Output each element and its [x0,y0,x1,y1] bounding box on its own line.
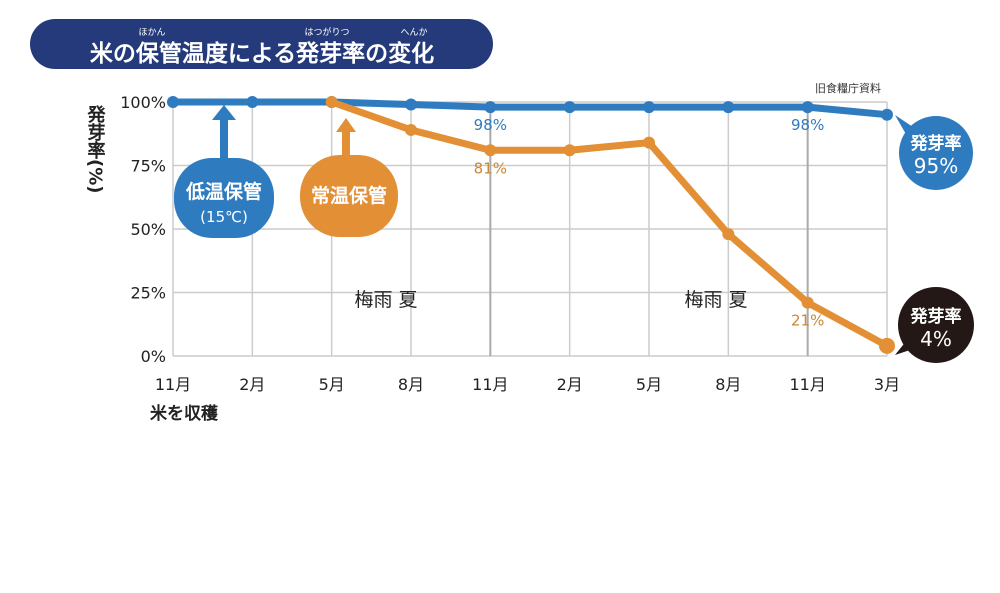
data-point [722,228,735,241]
arrow-stem [342,130,350,160]
end-bubble-title: 発芽率 [910,133,962,154]
x-tick-label: 3月 [874,375,900,394]
legend-room-temp [300,155,398,237]
legend-sub: (15℃) [200,208,248,226]
legend-low-temp [174,158,274,238]
x-tick-label: 2月 [239,375,265,394]
y-tick-label: 75% [130,157,166,176]
data-point [484,144,497,157]
end-bubble-value: 95% [914,154,958,178]
data-point [722,101,735,114]
data-point [879,337,895,354]
x-tick-label: 11月 [472,375,508,394]
arrow-up-icon [336,118,356,132]
legend-label: 低温保管 [185,180,262,203]
legend-label: 常温保管 [311,184,387,207]
end-bubble-title: 発芽率 [910,306,962,327]
title-ruby: ほかん [138,27,165,38]
source-note: 旧食糧庁資料 [815,81,881,95]
x-tick-label: 8月 [715,375,741,394]
y-tick-label: 50% [130,220,166,239]
y-tick-label: 0% [141,347,166,366]
title-ruby: はつがりつ [304,26,349,38]
data-point [563,101,576,114]
arrow-up-icon [212,105,236,120]
x-tick-label: 2月 [557,375,583,394]
end-bubble-value: 4% [920,327,952,351]
series-line-1 [330,98,889,349]
y-tick-label: 25% [130,284,166,303]
data-point [801,101,814,114]
title-ruby: へんか [400,27,427,38]
data-label: 98% [791,116,824,134]
data-point [405,98,417,111]
data-point [484,101,497,114]
data-point [246,96,259,108]
data-point [167,96,179,108]
y-tick-label: 100% [120,93,166,112]
season-label: 梅雨 夏 [684,289,747,311]
data-label: 21% [791,312,824,330]
season-label: 梅雨 夏 [354,289,417,311]
data-label: 98% [474,116,507,134]
data-point [801,296,814,309]
data-label: 81% [474,159,507,177]
x-tick-label: 8月 [398,375,424,394]
x-tick-label: 11月 [789,375,825,394]
end-bubble-low [899,116,973,190]
x-tick-label: 5月 [319,375,345,394]
data-point [881,108,893,121]
x-tick-label: 5月 [636,375,662,394]
data-point [325,96,338,108]
end-bubble-room [898,287,974,363]
arrow-stem [220,118,228,158]
title-banner [30,19,493,69]
x-tick-label: 11月 [155,375,191,394]
data-point [643,101,655,114]
x-note: 米を収穫 [150,403,219,424]
data-point [405,123,417,136]
data-point [563,144,576,157]
chart-title: 米の保管温度による発芽率の変化 [90,40,434,67]
y-axis-label: 発芽率(%) [85,104,107,194]
data-point [643,136,655,149]
series-line-0 [173,98,888,119]
